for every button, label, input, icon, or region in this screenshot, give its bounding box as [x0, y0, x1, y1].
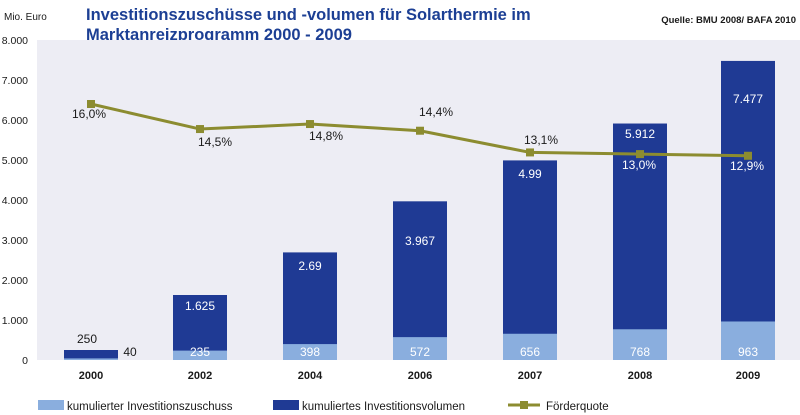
rate-marker-2006 — [416, 126, 424, 135]
label-rate-2006: 14,4% — [419, 105, 453, 119]
label-rate-2008: 13,0% — [622, 158, 656, 172]
label-volume-2002: 1.625 — [185, 299, 215, 313]
bar-volume-2006 — [393, 201, 447, 360]
x-axis: 2000 2002 2004 2006 2007 2008 2009 — [79, 370, 760, 382]
label-subsidy-2006: 572 — [410, 345, 430, 359]
x-tick-label: 2000 — [79, 370, 103, 382]
bar-volume-2009 — [721, 60, 775, 361]
bar-volume-2002 — [173, 295, 227, 360]
label-volume-2004: 2.69 — [298, 259, 322, 273]
bar-volume-2008 — [613, 123, 667, 361]
label-rate-2004: 14,8% — [309, 129, 343, 143]
rate-marker-2002 — [196, 125, 204, 134]
label-volume-2009: 7.477 — [733, 92, 763, 106]
bar-volume-2004 — [283, 252, 337, 360]
y-tick-label: 3.000 — [2, 235, 28, 247]
y-axis: 0 1.000 2.000 3.000 4.000 5.000 6.000 7.000 8.00… — [2, 35, 28, 367]
legend-label-rate: Förderquote — [546, 401, 609, 413]
label-volume-2000: 250 — [77, 332, 97, 346]
bar-volume-2007 — [503, 160, 557, 360]
y-tick-label: 4.000 — [2, 195, 28, 207]
y-tick-label: 0 — [22, 355, 28, 367]
legend-swatch-volume — [273, 400, 299, 410]
y-tick-label: 8.000 — [2, 35, 28, 47]
legend-swatch-subsidy — [38, 400, 64, 410]
chart-title-line1: Investitionszuschüsse und -volumen für S… — [86, 6, 531, 24]
chart-title-line2: Marktanreizprogramm 2000 - 2009 — [86, 26, 352, 44]
bar-subsidy-2002 — [173, 350, 227, 360]
rate-marker-2009 — [744, 151, 752, 160]
label-rate-2007: 13,1% — [524, 133, 558, 147]
x-tick-label: 2006 — [408, 370, 432, 382]
bar-subsidy-2006 — [393, 337, 447, 360]
chart-source: Quelle: BMU 2008/ BAFA 2010 — [661, 15, 796, 26]
rate-line — [87, 100, 752, 160]
bar-subsidy-2008 — [613, 329, 667, 360]
legend-marker-rate — [520, 401, 528, 409]
rate-marker-2008 — [636, 150, 644, 159]
y-axis-unit: Mio. Euro — [4, 12, 47, 23]
bar-subsidy-2009 — [721, 321, 775, 360]
bar-subsidy-2000 — [64, 358, 118, 360]
x-tick-label: 2007 — [518, 370, 542, 382]
label-subsidy-2000: 40 — [123, 345, 137, 359]
y-tick-label: 7.000 — [2, 75, 28, 87]
y-tick-label: 2.000 — [2, 275, 28, 287]
legend-label-volume: kumuliertes Investitionsvolumen — [302, 401, 465, 413]
x-tick-label: 2009 — [736, 370, 760, 382]
label-subsidy-2004: 398 — [300, 345, 320, 359]
x-tick-label: 2004 — [298, 370, 323, 382]
label-subsidy-2002: 235 — [190, 345, 210, 359]
label-volume-2008: 5.912 — [625, 127, 655, 141]
bar-volume-2000 — [64, 350, 118, 360]
label-rate-2000: 16,0% — [72, 107, 106, 121]
y-tick-label: 1.000 — [2, 315, 28, 327]
legend-label-subsidy: kumulierter Investitionszuschuss — [67, 401, 233, 413]
label-rate-2002: 14,5% — [198, 135, 232, 149]
y-tick-label: 6.000 — [2, 115, 28, 127]
label-volume-2006: 3.967 — [405, 234, 435, 248]
rate-marker-2000 — [87, 100, 95, 108]
data-labels: 250 1.625 2.69 3.967 4.99 5.912 7.477 40 235 398 5… — [72, 92, 764, 359]
label-volume-2007: 4.99 — [518, 167, 542, 181]
rate-marker-2007 — [526, 148, 534, 157]
legend: kumulierter Investitionszuschuss kumulie… — [38, 400, 609, 413]
x-tick-label: 2002 — [188, 370, 212, 382]
bar-subsidy-2004 — [283, 344, 337, 360]
rate-marker-2004 — [306, 120, 314, 129]
y-tick-label: 5.000 — [2, 155, 28, 167]
label-rate-2009: 12,9% — [730, 159, 764, 173]
label-subsidy-2008: 768 — [630, 345, 650, 359]
label-subsidy-2007: 656 — [520, 345, 540, 359]
x-tick-label: 2008 — [628, 370, 652, 382]
bars — [64, 60, 775, 361]
label-subsidy-2009: 963 — [738, 345, 758, 359]
bar-subsidy-2007 — [503, 333, 557, 360]
